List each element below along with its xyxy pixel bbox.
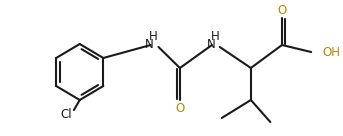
Text: N: N xyxy=(145,38,154,50)
Text: OH: OH xyxy=(323,46,341,58)
Text: O: O xyxy=(277,4,287,16)
Text: O: O xyxy=(175,103,185,115)
Text: H: H xyxy=(211,30,219,44)
Text: Cl: Cl xyxy=(60,107,72,120)
Text: N: N xyxy=(206,38,215,50)
Text: H: H xyxy=(149,30,158,44)
